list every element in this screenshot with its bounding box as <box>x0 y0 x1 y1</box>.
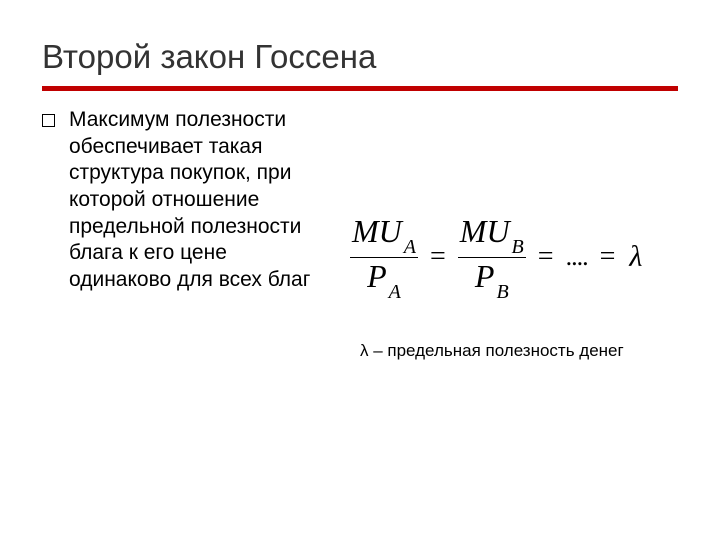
body-paragraph: Максимум полезности обеспечивает такая с… <box>69 107 322 294</box>
left-column: Максимум полезности обеспечивает такая с… <box>42 107 322 362</box>
equals-sign: = <box>426 241 450 273</box>
sub-b: B <box>512 236 524 258</box>
fraction-2-numerator: MUB <box>458 215 526 255</box>
right-column: MUA PA = MUB PB = <box>350 107 678 362</box>
fraction-1: MUA PA <box>350 215 418 300</box>
mu-var: MU <box>460 213 510 249</box>
slide: Второй закон Госсена Максимум полезности… <box>0 0 720 362</box>
title-divider <box>42 86 678 91</box>
fraction-2: MUB PB <box>458 215 526 300</box>
ellipsis: .... <box>566 242 588 272</box>
mu-var: MU <box>352 213 402 249</box>
bullet-marker <box>42 114 55 127</box>
page-title: Второй закон Госсена <box>42 38 678 76</box>
content-area: Максимум полезности обеспечивает такая с… <box>42 107 678 362</box>
sub-a: A <box>389 281 401 303</box>
formula: MUA PA = MUB PB = <box>350 215 678 300</box>
equals-sign: = <box>534 241 558 273</box>
equals-sign: = <box>596 241 620 273</box>
p-var: P <box>475 258 495 294</box>
lambda-symbol: λ <box>627 240 642 274</box>
lambda-note: λ – предельная полезность денег <box>350 340 678 362</box>
p-var: P <box>367 258 387 294</box>
sub-b: B <box>496 281 508 303</box>
fraction-1-numerator: MUA <box>350 215 418 255</box>
sub-a: A <box>404 236 416 258</box>
fraction-1-denominator: PA <box>365 260 403 300</box>
fraction-2-denominator: PB <box>473 260 511 300</box>
